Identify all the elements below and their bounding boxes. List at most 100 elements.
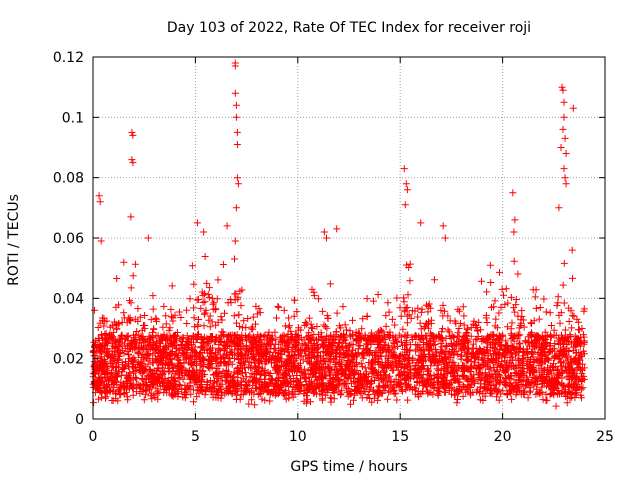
data-point xyxy=(469,374,477,382)
data-point xyxy=(495,386,503,394)
data-point xyxy=(506,388,514,396)
data-point xyxy=(261,331,269,339)
data-point xyxy=(434,378,441,386)
data-point xyxy=(347,400,354,408)
x-tick-label: 10 xyxy=(289,429,307,445)
data-point xyxy=(120,258,128,266)
data-point xyxy=(126,340,134,348)
data-point xyxy=(265,328,273,336)
data-point xyxy=(232,113,240,121)
data-point xyxy=(205,293,213,301)
data-point xyxy=(204,290,212,298)
data-point xyxy=(381,333,389,341)
data-point xyxy=(519,354,526,362)
data-point xyxy=(124,396,132,404)
data-point xyxy=(317,356,324,364)
data-point xyxy=(270,345,278,353)
data-point xyxy=(131,260,139,268)
data-point xyxy=(130,354,138,362)
data-point xyxy=(231,255,238,263)
data-point xyxy=(544,354,552,362)
data-point xyxy=(361,387,369,395)
data-point xyxy=(563,336,571,344)
data-point xyxy=(520,387,528,395)
data-point xyxy=(536,304,544,311)
data-point xyxy=(197,361,205,369)
data-point xyxy=(124,374,132,382)
data-point xyxy=(509,189,517,197)
data-point xyxy=(154,364,162,372)
data-point xyxy=(94,335,102,342)
data-point xyxy=(427,362,435,370)
data-point xyxy=(242,355,250,363)
data-point xyxy=(108,347,116,355)
data-point xyxy=(363,394,371,401)
data-point xyxy=(236,359,244,367)
data-point xyxy=(430,371,438,379)
data-point xyxy=(113,321,121,329)
data-point xyxy=(487,279,495,286)
data-point xyxy=(442,383,450,391)
data-point xyxy=(301,341,309,349)
data-point xyxy=(116,349,124,356)
data-point xyxy=(193,219,201,227)
data-point xyxy=(524,394,532,402)
data-point xyxy=(256,357,264,365)
data-point xyxy=(316,381,324,389)
data-point xyxy=(423,332,431,340)
data-point xyxy=(450,391,458,399)
data-point xyxy=(320,343,328,351)
data-point xyxy=(114,397,122,405)
data-point xyxy=(577,333,585,341)
data-point xyxy=(502,337,510,345)
data-point xyxy=(237,302,245,310)
data-point xyxy=(149,305,157,313)
data-point xyxy=(242,344,250,352)
data-point xyxy=(557,144,565,151)
data-point xyxy=(573,315,581,323)
data-point xyxy=(363,295,371,303)
data-point xyxy=(465,382,473,390)
data-point xyxy=(547,333,555,341)
y-tick-label: 0.04 xyxy=(53,291,84,307)
data-point xyxy=(233,339,241,347)
data-point xyxy=(310,389,318,397)
data-point xyxy=(115,350,123,358)
data-point xyxy=(271,328,279,336)
data-point xyxy=(103,368,111,376)
data-point xyxy=(384,381,392,389)
data-point xyxy=(363,312,371,320)
data-point xyxy=(415,334,423,342)
data-point xyxy=(221,372,229,380)
data-point xyxy=(177,314,185,321)
data-point xyxy=(96,198,104,206)
data-point xyxy=(169,317,177,325)
data-point xyxy=(140,322,147,329)
data-point xyxy=(96,366,103,374)
data-point xyxy=(95,395,103,403)
data-point xyxy=(512,369,520,377)
data-point xyxy=(323,332,331,340)
data-point xyxy=(273,314,280,322)
data-point xyxy=(154,375,162,383)
data-point xyxy=(556,390,563,398)
data-point xyxy=(261,360,269,368)
data-point xyxy=(491,297,499,305)
data-point xyxy=(441,347,449,355)
data-point xyxy=(272,355,280,363)
data-point xyxy=(325,363,333,371)
data-point xyxy=(393,294,401,302)
data-point xyxy=(406,277,414,285)
data-point xyxy=(248,388,256,396)
data-point xyxy=(203,341,211,349)
data-point xyxy=(212,321,220,329)
data-point xyxy=(388,385,396,393)
data-point xyxy=(516,331,524,339)
data-point xyxy=(478,337,486,345)
data-point xyxy=(173,329,181,336)
data-point xyxy=(292,340,300,348)
data-point xyxy=(287,327,295,335)
data-point xyxy=(561,326,569,334)
data-point xyxy=(120,384,128,392)
data-point xyxy=(497,303,505,311)
